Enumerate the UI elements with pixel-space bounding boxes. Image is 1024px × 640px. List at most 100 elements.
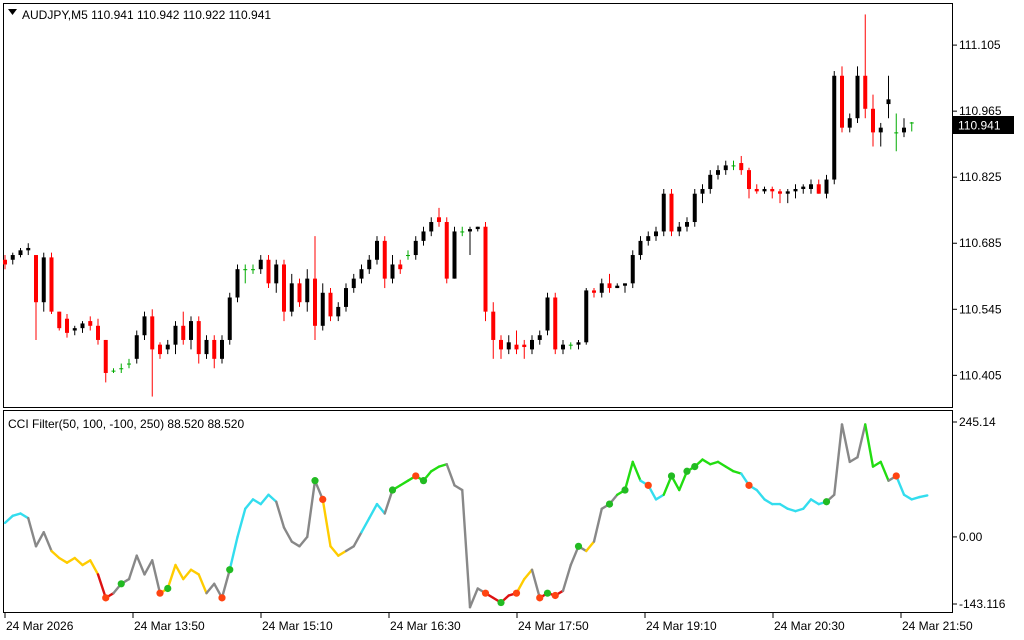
candle: [708, 170, 713, 194]
cci-line-segment: [275, 500, 286, 529]
cci-line-segment: [732, 470, 743, 475]
cci-signal-dot: [667, 472, 676, 480]
candle-body: [863, 75, 868, 109]
candle-body: [483, 226, 488, 312]
cci-line-segment: [267, 493, 278, 503]
cci-line-segment: [282, 526, 293, 543]
cci-signal-dot: [388, 486, 397, 494]
cci-line-segment: [244, 498, 255, 510]
candle: [909, 121, 914, 132]
candle-body: [762, 188, 767, 192]
candle: [421, 226, 426, 246]
cci-line-segment: [290, 540, 301, 548]
candle: [475, 226, 480, 232]
cci-line-segment: [592, 507, 603, 543]
cci-line-segment: [360, 516, 371, 534]
candle-body: [251, 269, 255, 271]
cci-line-segment: [329, 545, 340, 557]
candle-body: [375, 240, 379, 260]
cci-tick-label: 245.14: [959, 415, 996, 429]
candle: [871, 94, 875, 147]
current-price-tag: 110.941: [953, 116, 1014, 134]
candle: [847, 113, 852, 133]
candle-body: [491, 311, 496, 340]
candle: [328, 288, 333, 322]
candle-body: [274, 264, 279, 284]
candle: [142, 311, 147, 340]
candle: [251, 264, 255, 274]
candle: [34, 255, 38, 340]
cci-line-segment: [135, 554, 146, 576]
cci-line-segment: [763, 498, 774, 506]
price-tick-label: 110.825: [959, 170, 1002, 184]
cci-line-segment: [321, 498, 332, 548]
candle-body: [468, 229, 472, 232]
candle: [111, 368, 116, 373]
candle: [297, 278, 302, 307]
candle: [173, 321, 178, 355]
candle: [568, 342, 573, 350]
candle: [537, 330, 542, 345]
cci-line-segment: [716, 460, 727, 468]
main-window-frame: [3, 3, 953, 408]
candle: [444, 217, 449, 284]
cci-line-segment: [530, 568, 541, 600]
candle: [57, 311, 62, 331]
candle: [716, 165, 720, 180]
candle: [41, 252, 46, 312]
candle-body: [437, 217, 441, 223]
candle: [522, 339, 527, 359]
cci-line-segment: [786, 507, 797, 513]
symbol-dropdown-icon[interactable]: [8, 9, 17, 15]
cci-line-segment: [437, 463, 448, 468]
cci-line-segment: [34, 531, 45, 548]
candle-body: [731, 165, 736, 167]
candle-body: [607, 283, 612, 289]
candle: [592, 288, 596, 298]
cci-signal-dot: [419, 477, 428, 485]
candle-body: [359, 269, 364, 279]
candle-body: [708, 174, 713, 189]
candle: [692, 188, 697, 227]
candle-body: [700, 188, 705, 194]
candle-body: [297, 283, 302, 303]
candle-body: [119, 368, 124, 370]
candle: [313, 236, 317, 340]
candle-body: [522, 344, 527, 348]
candle-body: [282, 264, 286, 312]
cci-signal-dot: [319, 495, 327, 504]
cci-line-segment: [430, 465, 441, 473]
candle: [382, 236, 387, 289]
cci-line-segment: [871, 460, 882, 468]
cci-signal-dot: [551, 591, 559, 600]
candle: [18, 247, 23, 258]
candle-body: [475, 226, 480, 230]
candle-body: [909, 122, 914, 124]
candle-body: [444, 222, 449, 279]
candle: [491, 302, 496, 359]
candle-body: [871, 108, 875, 133]
candle: [646, 231, 651, 246]
candle-body: [243, 269, 248, 271]
cci-signal-dot: [605, 500, 614, 508]
candle: [615, 283, 620, 289]
cci-line-segment: [724, 465, 735, 473]
candle-body: [165, 344, 170, 350]
candle-body: [840, 75, 844, 128]
cci-signal-dot: [683, 467, 691, 475]
candle-body: [57, 311, 62, 329]
candle: [49, 252, 54, 315]
cci-tick-label: 0.00: [959, 530, 983, 544]
candle: [165, 339, 170, 355]
candle: [809, 179, 813, 194]
candle: [878, 122, 883, 147]
candle-body: [716, 170, 720, 175]
candle-body: [576, 342, 581, 345]
candle: [406, 250, 410, 260]
candle: [506, 335, 511, 355]
cci-line-segment: [352, 531, 363, 548]
cci-line-segment: [794, 507, 805, 513]
candle: [530, 335, 534, 355]
